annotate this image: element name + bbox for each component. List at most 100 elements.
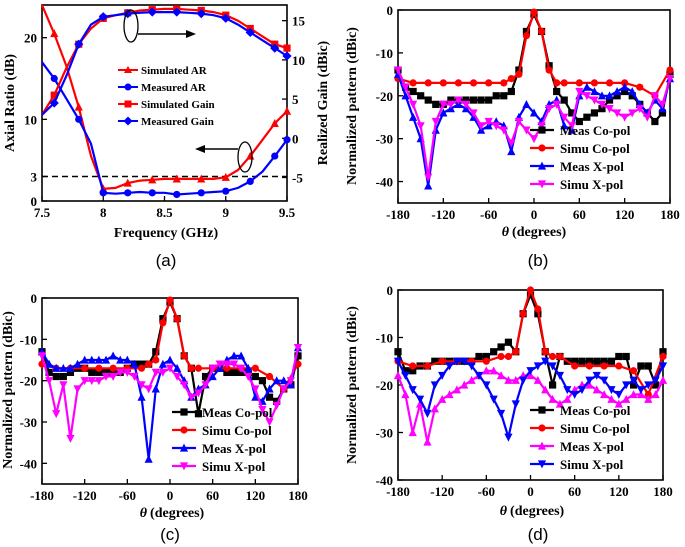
- data-point: [158, 368, 167, 377]
- data-point: [467, 362, 476, 371]
- data-point: [408, 386, 417, 395]
- data-point: [605, 96, 614, 104]
- data-point: [620, 113, 629, 122]
- data-point: [590, 87, 599, 96]
- data-point: [507, 147, 516, 156]
- data-point: [636, 83, 644, 91]
- ytick-label-b: -40: [376, 175, 393, 190]
- data-point: [197, 174, 206, 183]
- legend-label-d-1: Simu Co-pol: [560, 421, 630, 436]
- data-point: [533, 375, 542, 384]
- ytick-label-a-left: 10: [24, 112, 37, 127]
- data-point: [439, 79, 447, 87]
- data-point: [173, 363, 182, 372]
- data-point: [622, 352, 630, 361]
- data-point: [423, 437, 432, 446]
- data-point: [237, 351, 246, 360]
- data-point: [73, 359, 82, 368]
- data-point: [635, 105, 644, 114]
- data-point: [221, 172, 230, 181]
- data-point: [423, 409, 432, 418]
- data-point: [130, 372, 139, 381]
- data-point: [424, 79, 432, 87]
- data-point: [116, 368, 125, 377]
- ytick-label-b: -20: [376, 89, 393, 104]
- data-point: [59, 372, 67, 381]
- data-point: [461, 100, 471, 109]
- data-point: [201, 381, 210, 390]
- ylabel-c: Normalized pattern (dBic): [1, 311, 16, 469]
- data-point: [600, 390, 609, 399]
- series-d-2: [393, 366, 668, 446]
- xlabel-symbol-d: θ: [500, 504, 508, 519]
- data-point: [159, 315, 167, 323]
- panel-d: -180 -120 -60 0 60 120 180 0 -10 -20 -30 -40 θ (degr…: [345, 283, 673, 544]
- legend-label-b-3: Simu X-pol: [560, 177, 624, 192]
- data-point: [482, 357, 490, 365]
- ytick-label-d: -30: [376, 426, 393, 441]
- data-point: [172, 7, 182, 17]
- data-point: [622, 394, 631, 403]
- data-point: [74, 39, 84, 49]
- data-point: [445, 390, 454, 399]
- data-point: [462, 96, 470, 104]
- data-point: [166, 296, 174, 304]
- data-point: [628, 92, 636, 100]
- data-point: [215, 360, 224, 369]
- data-point: [251, 392, 260, 401]
- data-point: [123, 355, 132, 364]
- data-point: [246, 177, 254, 185]
- data-point: [592, 371, 601, 380]
- panel-b: -180 -120 -60 0 60 120 180 0 -10 -20 -30 -40 θ (degr…: [345, 3, 680, 270]
- ytick-label-a-left: 20: [24, 31, 37, 46]
- data-point: [145, 360, 153, 368]
- data-point: [270, 43, 280, 53]
- legend-marker-circle-icon: [124, 83, 132, 91]
- data-point: [101, 372, 111, 381]
- data-point: [152, 356, 160, 364]
- data-point: [439, 100, 448, 109]
- data-point: [644, 381, 653, 390]
- data-point: [230, 368, 238, 376]
- data-point: [621, 87, 629, 96]
- data-point: [629, 376, 638, 385]
- data-point: [99, 189, 107, 197]
- data-point: [165, 364, 175, 373]
- data-point: [245, 27, 255, 38]
- data-point: [180, 381, 189, 390]
- data-point: [258, 377, 267, 385]
- data-point: [597, 100, 607, 109]
- data-point: [644, 362, 652, 370]
- xtick-label-c: 60: [206, 488, 219, 503]
- data-point: [613, 109, 622, 118]
- data-point: [424, 181, 433, 190]
- data-point: [272, 376, 281, 385]
- data-point: [496, 409, 506, 418]
- xtick-label-c: -180: [30, 488, 54, 503]
- legend-marker-icon: [538, 406, 546, 414]
- xtick-label-a: 8: [100, 205, 107, 220]
- data-point: [522, 126, 531, 135]
- data-point: [401, 83, 410, 92]
- data-point: [59, 363, 68, 372]
- ytick-label-a-right: 10: [292, 53, 305, 68]
- series-line: [41, 296, 299, 391]
- data-point: [438, 371, 447, 380]
- data-point: [194, 389, 203, 398]
- data-point: [237, 364, 246, 373]
- xtick-label-d: -60: [478, 484, 495, 499]
- data-point: [445, 362, 454, 371]
- data-point: [607, 386, 616, 395]
- data-point: [563, 394, 572, 403]
- data-point: [651, 376, 660, 385]
- data-point: [582, 92, 591, 101]
- data-point: [507, 87, 515, 96]
- data-point: [526, 367, 535, 376]
- data-point: [548, 352, 557, 361]
- data-point: [460, 357, 469, 366]
- ylabel-left-a: Axial Ratio (dB): [3, 54, 18, 152]
- data-point: [282, 106, 292, 115]
- arrow-head-left: [195, 145, 205, 153]
- data-point: [45, 359, 54, 368]
- ytick-label-a-left: 3: [31, 170, 38, 185]
